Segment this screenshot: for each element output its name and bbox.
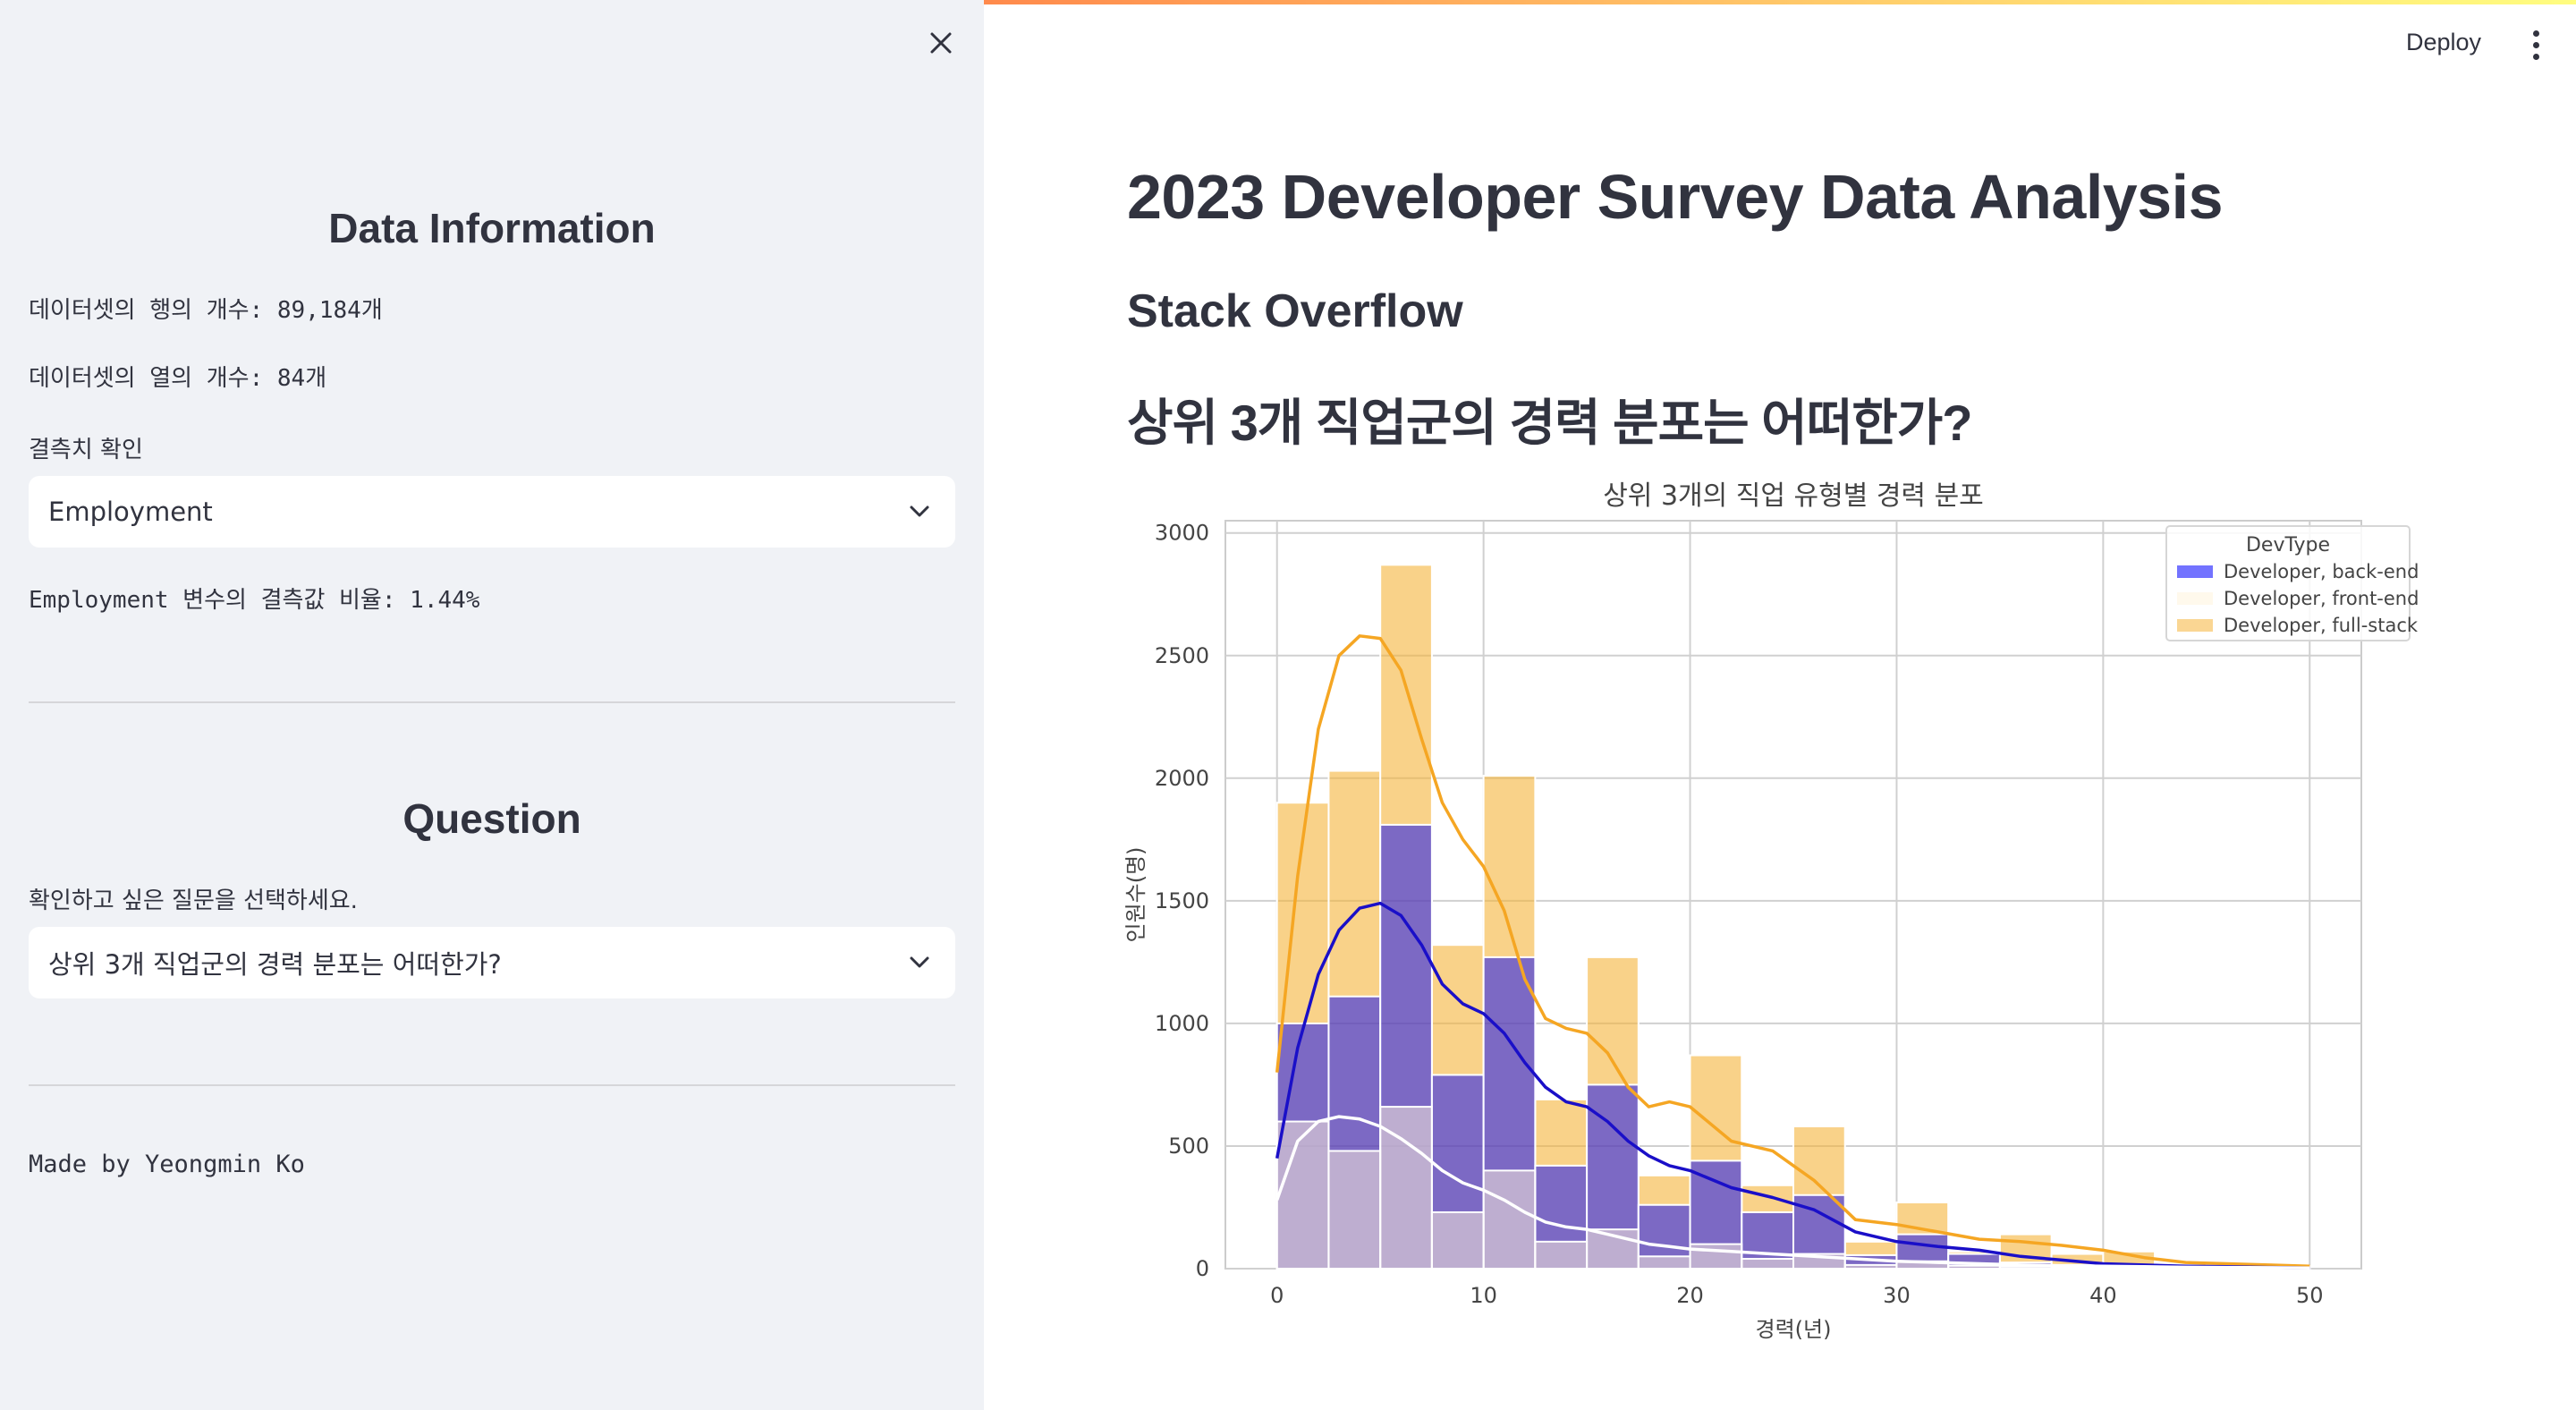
missing-variable-select[interactable]: Employment bbox=[29, 476, 955, 548]
legend-entry: Developer, back-end bbox=[2224, 561, 2419, 582]
y-tick-label: 2000 bbox=[1155, 766, 1209, 791]
y-tick-label: 500 bbox=[1168, 1134, 1209, 1159]
question-select-label: 확인하고 싶은 질문을 선택하세요. bbox=[29, 888, 358, 914]
missing-variable-select-value: Employment bbox=[48, 497, 213, 527]
histogram-bar bbox=[1482, 1169, 1537, 1270]
chart-title: 상위 3개의 직업 유형별 경력 분포 bbox=[1603, 480, 1984, 512]
page-title: 2023 Developer Survey Data Analysis bbox=[1127, 162, 2224, 232]
sidebar-divider bbox=[29, 701, 955, 703]
kde-line bbox=[1275, 1115, 2310, 1270]
y-tick-label: 3000 bbox=[1155, 521, 1209, 546]
histogram-bar bbox=[1275, 1120, 1330, 1270]
chevron-down-icon bbox=[910, 505, 929, 517]
histogram-bar bbox=[1843, 1263, 1898, 1270]
y-tick-label: 1500 bbox=[1155, 888, 1209, 913]
close-icon bbox=[930, 32, 952, 54]
question-title: 상위 3개 직업군의 경력 분포는 어떠한가? bbox=[1127, 395, 1972, 451]
histogram-bar bbox=[1379, 1106, 1433, 1270]
sidebar: Data Information 데이터셋의 행의 개수: 89,184개 데이… bbox=[0, 0, 984, 1410]
more-vertical-icon bbox=[2532, 41, 2539, 48]
histogram-bar bbox=[1998, 1265, 2053, 1270]
close-sidebar-button[interactable] bbox=[921, 23, 961, 63]
legend-swatch bbox=[2177, 565, 2213, 578]
kde-line bbox=[1275, 634, 2310, 1269]
y-tick-label: 1000 bbox=[1155, 1011, 1209, 1036]
histogram-bar bbox=[1534, 1240, 1589, 1270]
header-decoration bbox=[984, 0, 2576, 4]
histogram-bar bbox=[1741, 1258, 1794, 1270]
missing-check-label: 결측치 확인 bbox=[29, 437, 143, 463]
x-tick-label: 50 bbox=[2296, 1283, 2324, 1308]
x-axis-label: 경력(년) bbox=[1756, 1317, 1832, 1342]
legend-title: DevType bbox=[2246, 534, 2330, 556]
x-tick-label: 10 bbox=[1470, 1283, 1497, 1308]
sidebar-divider bbox=[29, 1084, 955, 1086]
rows-count-text: 데이터셋의 행의 개수: 89,184개 bbox=[29, 292, 383, 325]
x-tick-label: 30 bbox=[1883, 1283, 1911, 1308]
cols-count-value: 데이터셋의 열의 개수: 84개 bbox=[29, 365, 327, 392]
deploy-button[interactable]: Deploy bbox=[2406, 29, 2482, 55]
histogram-bar bbox=[1947, 1264, 2001, 1270]
question-heading: Question bbox=[402, 795, 581, 842]
legend-entry: Developer, full-stack bbox=[2224, 615, 2419, 636]
y-axis-label: 인원수(명) bbox=[1123, 846, 1148, 942]
footer-credit: Made by Yeongmin Ko bbox=[29, 1151, 305, 1178]
more-vertical-icon bbox=[2532, 53, 2539, 60]
histogram-bar bbox=[1637, 1255, 1691, 1270]
legend-box bbox=[2165, 525, 2411, 641]
page-subtitle: Stack Overflow bbox=[1127, 285, 1463, 337]
histogram-bar bbox=[1327, 1150, 1382, 1270]
question-select[interactable]: 상위 3개 직업군의 경력 분포는 어떠한가? bbox=[29, 927, 955, 998]
y-tick-label: 2500 bbox=[1155, 643, 1209, 668]
x-tick-label: 20 bbox=[1676, 1283, 1704, 1308]
legend-swatch bbox=[2177, 619, 2213, 632]
more-vertical-icon bbox=[2532, 30, 2539, 37]
kde-line bbox=[1275, 901, 2310, 1270]
main-menu-button[interactable] bbox=[2522, 27, 2549, 63]
x-tick-label: 40 bbox=[2089, 1283, 2117, 1308]
missing-ratio-text: Employment 변수의 결측값 비율: 1.44% bbox=[29, 587, 480, 614]
rows-count-value: 데이터셋의 행의 개수: 89,184개 bbox=[29, 297, 383, 324]
legend-entry: Developer, front-end bbox=[2224, 588, 2419, 609]
x-tick-label: 0 bbox=[1270, 1283, 1284, 1308]
legend-swatch bbox=[2177, 592, 2213, 605]
question-select-value: 상위 3개 직업군의 경력 분포는 어떠한가? bbox=[48, 949, 502, 980]
histogram-bar bbox=[1430, 1210, 1485, 1270]
histogram-bar bbox=[1689, 1243, 1743, 1270]
y-tick-label: 0 bbox=[1196, 1256, 1209, 1281]
data-information-heading: Data Information bbox=[328, 205, 656, 251]
cols-count-text: 데이터셋의 열의 개수: 84개 bbox=[29, 360, 326, 393]
chevron-down-icon bbox=[910, 956, 929, 968]
experience-histogram-chart: 0 10 20 30 40 50 0 500 1000 1500 2000 2500 3000 상위 3개… bbox=[1109, 465, 2451, 1369]
